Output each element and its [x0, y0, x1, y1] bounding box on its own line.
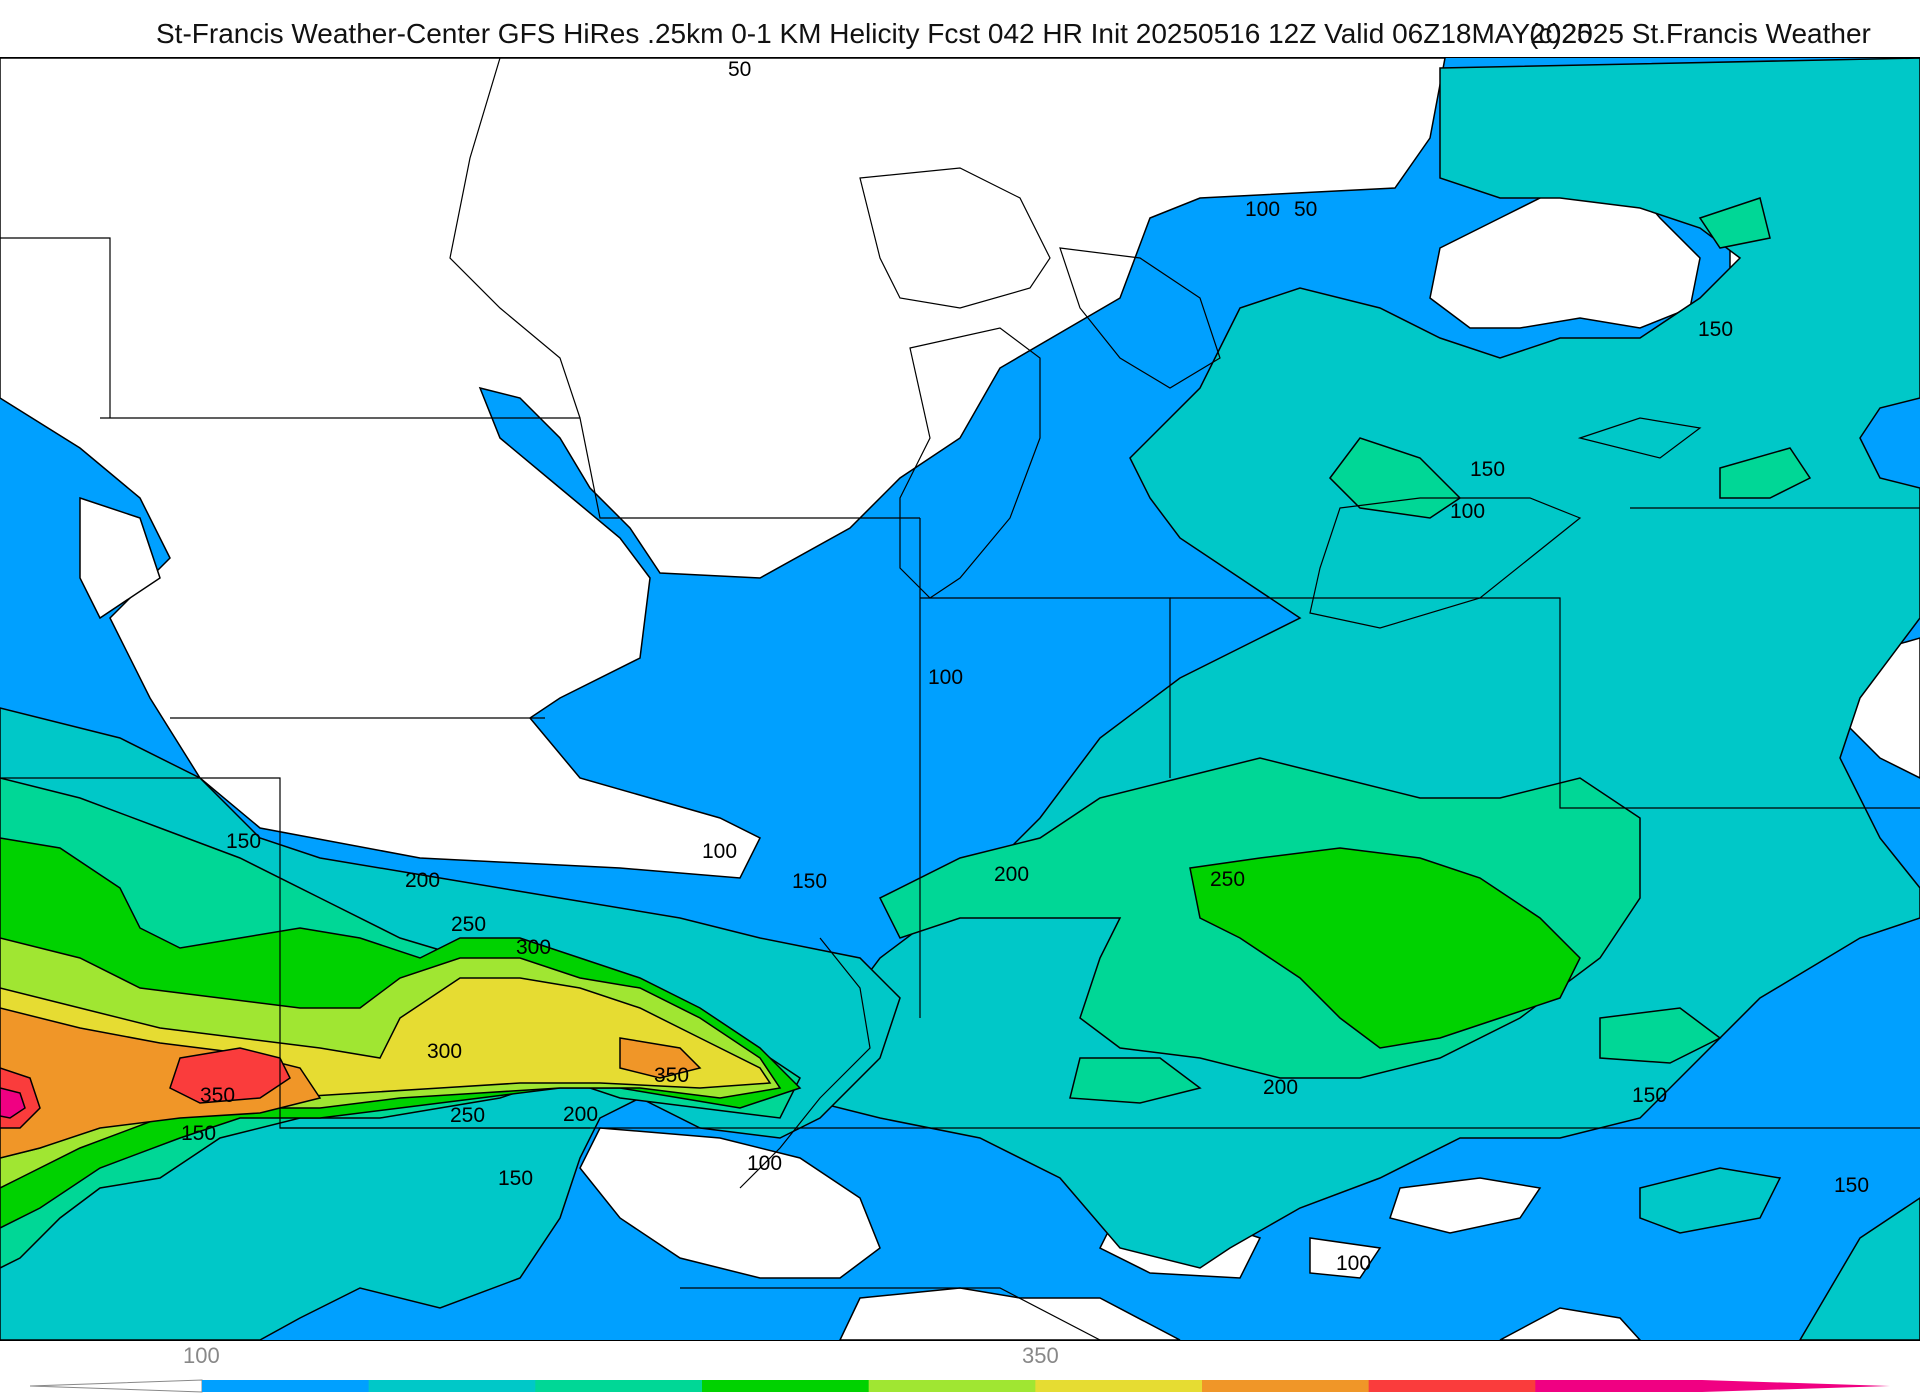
- contour-label: 100: [1336, 1252, 1371, 1275]
- map-title-bar: St-Francis Weather-Center GFS HiRes .25k…: [0, 12, 1920, 52]
- contour-label: 150: [1698, 318, 1733, 341]
- legend-arrow-high: [1702, 1380, 1890, 1392]
- contour-label: 200: [563, 1103, 598, 1126]
- legend-bin: [368, 1380, 536, 1392]
- legend-bin: [702, 1380, 870, 1392]
- contour-label: 300: [427, 1040, 462, 1063]
- contour-label: 200: [405, 869, 440, 892]
- legend-bin: [1535, 1380, 1703, 1392]
- legend-arrow-low: [30, 1379, 203, 1393]
- map-title: St-Francis Weather-Center GFS HiRes .25k…: [156, 18, 1593, 49]
- contour-label: 150: [1632, 1084, 1667, 1107]
- contour-label: 250: [1210, 868, 1245, 891]
- contour-label: 150: [792, 870, 827, 893]
- legend-bin: [1368, 1380, 1536, 1392]
- contour-label: 150: [1834, 1174, 1869, 1197]
- copyright-notice: (c)2025 St.Francis Weather: [1529, 18, 1871, 49]
- contour-label: 100: [928, 666, 963, 689]
- contour-label: 100: [1245, 198, 1280, 221]
- legend-bin: [535, 1380, 703, 1392]
- contour-label: 350: [654, 1064, 689, 1087]
- contour-label: 50: [1294, 198, 1317, 221]
- contour-label: 150: [1470, 458, 1505, 481]
- legend-tick-label: 100: [183, 1343, 220, 1368]
- contour-label: 50: [728, 58, 751, 81]
- legend-bin: [1035, 1380, 1203, 1392]
- contour-label: 350: [200, 1084, 235, 1107]
- legend-bins: [202, 1380, 1703, 1392]
- legend-bin: [868, 1380, 1036, 1392]
- legend-bin: [202, 1380, 370, 1392]
- state-boundaries: [0, 58, 1920, 1340]
- legend-colorbar: [30, 1379, 1890, 1393]
- legend-tick-label: 350: [1022, 1343, 1059, 1368]
- legend-bin: [1202, 1380, 1370, 1392]
- contour-labels: 50 100 50 150 150 100 100 100 150 150 20…: [181, 58, 1869, 1275]
- helicity-map: 50 100 50 150 150 100 100 100 150 150 20…: [0, 57, 1920, 1341]
- helicity-band-400: [0, 1007, 702, 1159]
- contour-label: 100: [747, 1152, 782, 1175]
- contour-label: 150: [181, 1122, 216, 1145]
- contour-label: 200: [994, 863, 1029, 886]
- map-canvas: 50 100 50 150 150 100 100 100 150 150 20…: [0, 58, 1920, 1340]
- lake-outlines: [859, 167, 1702, 629]
- contour-label: 100: [702, 840, 737, 863]
- contour-label: 200: [1263, 1076, 1298, 1099]
- contour-label: 100: [1450, 500, 1485, 523]
- contour-label: 250: [450, 1104, 485, 1127]
- contour-label: 250: [451, 913, 486, 936]
- contour-label: 150: [498, 1167, 533, 1190]
- contour-label: 300: [516, 936, 551, 959]
- helicity-band-500: [0, 1087, 26, 1119]
- contour-label: 150: [226, 830, 261, 853]
